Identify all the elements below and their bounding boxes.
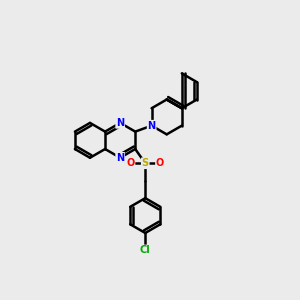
Text: N: N xyxy=(116,118,124,128)
Text: O: O xyxy=(126,158,135,168)
Text: N: N xyxy=(148,121,156,131)
Text: Cl: Cl xyxy=(140,245,151,255)
Text: S: S xyxy=(142,158,149,168)
Text: O: O xyxy=(156,158,164,168)
Text: N: N xyxy=(116,153,124,163)
